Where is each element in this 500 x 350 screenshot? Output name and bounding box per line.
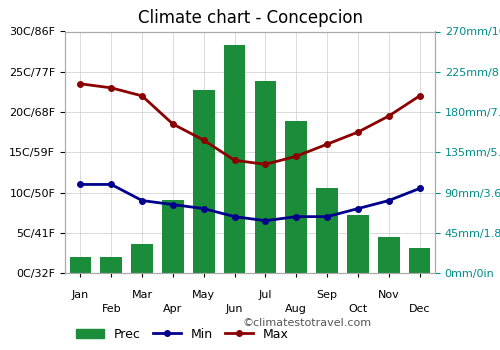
- Bar: [132, 244, 153, 273]
- Bar: [409, 248, 430, 273]
- Bar: [100, 257, 122, 273]
- Bar: [224, 45, 246, 273]
- Bar: [316, 188, 338, 273]
- Text: Apr: Apr: [164, 303, 182, 314]
- Text: Jul: Jul: [258, 290, 272, 300]
- Bar: [347, 215, 368, 273]
- Bar: [286, 121, 307, 273]
- Text: Aug: Aug: [286, 303, 307, 314]
- Bar: [193, 90, 214, 273]
- Text: Jun: Jun: [226, 303, 244, 314]
- Text: Feb: Feb: [102, 303, 121, 314]
- Bar: [70, 257, 91, 273]
- Text: Nov: Nov: [378, 290, 400, 300]
- Bar: [378, 237, 400, 273]
- Text: Dec: Dec: [409, 303, 430, 314]
- Text: Mar: Mar: [132, 290, 152, 300]
- Text: Oct: Oct: [348, 303, 368, 314]
- Text: Jan: Jan: [72, 290, 89, 300]
- Title: Climate chart - Concepcion: Climate chart - Concepcion: [138, 9, 362, 27]
- Bar: [162, 199, 184, 273]
- Legend: Prec, Min, Max: Prec, Min, Max: [72, 323, 294, 346]
- Text: May: May: [192, 290, 216, 300]
- Text: Sep: Sep: [316, 290, 338, 300]
- Text: ©climatestotravel.com: ©climatestotravel.com: [242, 318, 372, 328]
- Bar: [254, 81, 276, 273]
